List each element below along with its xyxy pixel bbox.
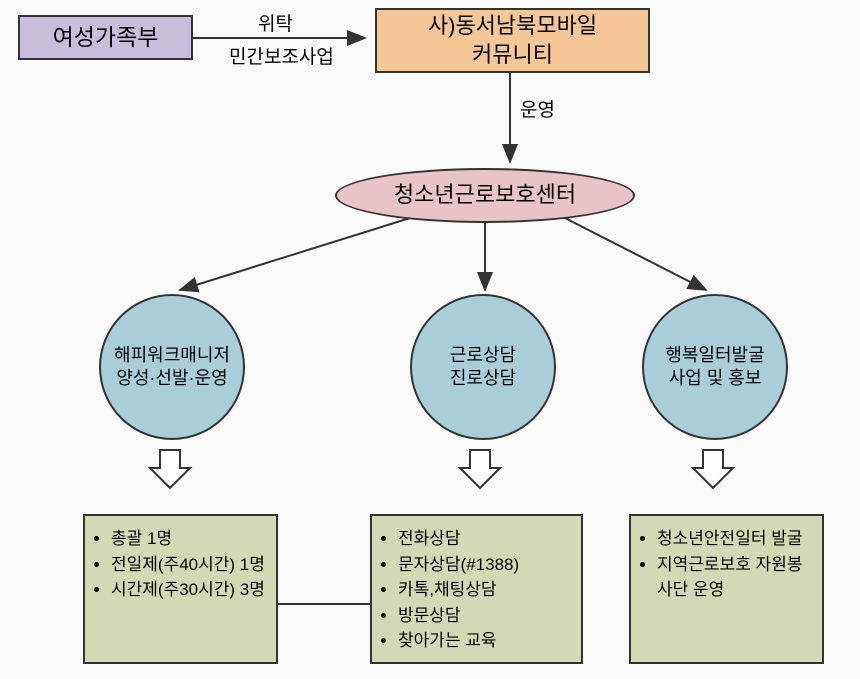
center-text: 청소년근로보호센터 <box>394 181 576 210</box>
listbox-1: 총괄 1명전일제(주40시간) 1명시간제(주30시간) 3명 <box>83 514 278 664</box>
circle-1: 해피워크매니저 양성·선발·운영 <box>99 294 245 440</box>
list-item: 방문상담 <box>398 603 573 629</box>
listbox-3: 청소년안전일터 발굴지역근로보호 자원봉사단 운영 <box>629 514 824 664</box>
circle-1-l1: 해피워크매니저 <box>114 344 230 367</box>
list-item: 시간제(주30시간) 3명 <box>111 577 268 603</box>
list-item: 지역근로보호 자원봉사단 운영 <box>657 552 814 603</box>
list-item: 찾아가는 교육 <box>398 628 573 654</box>
circle-3: 행복일터발굴 사업 및 홍보 <box>642 294 788 440</box>
list-item: 문자상담(#1388) <box>398 552 573 578</box>
label-entrust: 위탁 <box>258 9 293 36</box>
circle-3-l2: 사업 및 홍보 <box>665 367 764 390</box>
ministry-box: 여성가족부 <box>18 15 193 60</box>
list-item: 전일제(주40시간) 1명 <box>111 552 268 578</box>
list-item: 전화상담 <box>398 526 573 552</box>
circle-2-l1: 근로상담 <box>450 344 516 367</box>
listbox-2: 전화상담문자상담(#1388)카톡,채팅상담방문상담찾아가는 교육 <box>370 514 583 664</box>
center-ellipse: 청소년근로보호센터 <box>335 168 635 223</box>
ministry-text: 여성가족부 <box>53 23 159 53</box>
label-subsidy: 민간보조사업 <box>229 42 334 69</box>
circle-1-l2: 양성·선발·운영 <box>114 367 230 390</box>
label-operate: 운영 <box>520 95 555 122</box>
org-line2: 커뮤니티 <box>428 41 597 70</box>
list-item: 총괄 1명 <box>111 526 268 552</box>
list-item: 카톡,채팅상담 <box>398 577 573 603</box>
list-item: 청소년안전일터 발굴 <box>657 526 814 552</box>
circle-2-l2: 진로상담 <box>450 367 516 390</box>
circle-3-l1: 행복일터발굴 <box>665 344 764 367</box>
org-box: 사)동서남북모바일 커뮤니티 <box>375 8 650 73</box>
org-line1: 사)동서남북모바일 <box>428 12 597 41</box>
circle-2: 근로상담 진로상담 <box>410 294 556 440</box>
